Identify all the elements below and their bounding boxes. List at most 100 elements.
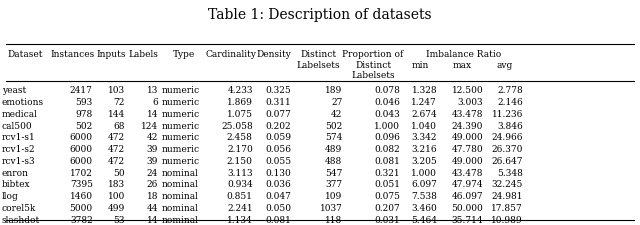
Text: Distinct: Distinct [355,61,391,70]
Text: 44: 44 [147,203,158,212]
Text: 978: 978 [76,109,93,118]
Text: 47.780: 47.780 [452,144,483,153]
Text: 3782: 3782 [70,215,93,224]
Text: 0.051: 0.051 [374,180,400,189]
Text: 0.081: 0.081 [374,156,400,165]
Text: 17.857: 17.857 [491,203,523,212]
Text: 47.974: 47.974 [452,180,483,189]
Text: 6000: 6000 [70,133,93,142]
Text: 3.342: 3.342 [412,133,437,142]
Text: numeric: numeric [162,133,200,142]
Text: 7395: 7395 [70,180,93,189]
Text: 12.500: 12.500 [452,86,483,95]
Text: corel5k: corel5k [2,203,36,212]
Text: 18: 18 [147,191,158,200]
Text: 0.075: 0.075 [374,191,400,200]
Text: 124: 124 [141,121,158,130]
Text: 547: 547 [325,168,342,177]
Text: numeric: numeric [162,109,200,118]
Text: Labelsets: Labelsets [351,71,395,80]
Text: 50: 50 [113,168,125,177]
Text: 472: 472 [108,133,125,142]
Text: 118: 118 [325,215,342,224]
Text: 0.043: 0.043 [374,109,400,118]
Text: emotions: emotions [2,98,44,107]
Text: 26.370: 26.370 [492,144,523,153]
Text: 183: 183 [108,180,125,189]
Text: max: max [452,61,472,70]
Text: numeric: numeric [162,144,200,153]
Text: 43.478: 43.478 [452,168,483,177]
Text: 0.056: 0.056 [265,144,291,153]
Text: Proportion of: Proportion of [342,50,404,58]
Text: 39: 39 [147,144,158,153]
Text: 42: 42 [147,133,158,142]
Text: 0.311: 0.311 [266,98,291,107]
Text: nominal: nominal [162,168,199,177]
Text: Density: Density [257,50,291,58]
Text: 488: 488 [325,156,342,165]
Text: 3.460: 3.460 [412,203,437,212]
Text: 103: 103 [108,86,125,95]
Text: 0.077: 0.077 [266,109,291,118]
Text: Labelsets: Labelsets [297,61,340,70]
Text: 0.081: 0.081 [266,215,291,224]
Text: 1.000: 1.000 [412,168,437,177]
Text: 3.113: 3.113 [227,168,253,177]
Text: 0.082: 0.082 [374,144,400,153]
Text: 24.966: 24.966 [492,133,523,142]
Text: 25.058: 25.058 [221,121,253,130]
Text: 472: 472 [108,156,125,165]
Text: 6000: 6000 [70,144,93,153]
Text: Inputs: Inputs [96,50,125,58]
Text: 0.036: 0.036 [266,180,291,189]
Text: 144: 144 [108,109,125,118]
Text: Cardinality: Cardinality [206,50,257,58]
Text: 72: 72 [113,98,125,107]
Text: 499: 499 [108,203,125,212]
Text: 593: 593 [76,98,93,107]
Text: 10.989: 10.989 [492,215,523,224]
Text: 32.245: 32.245 [492,180,523,189]
Text: 2.458: 2.458 [227,133,253,142]
Text: 14: 14 [147,109,158,118]
Text: nominal: nominal [162,203,199,212]
Text: rcv1-s2: rcv1-s2 [2,144,36,153]
Text: 39: 39 [147,156,158,165]
Text: 1.869: 1.869 [227,98,253,107]
Text: 189: 189 [325,86,342,95]
Text: slashdot: slashdot [2,215,40,224]
Text: 53: 53 [113,215,125,224]
Text: 2.674: 2.674 [412,109,437,118]
Text: 489: 489 [325,144,342,153]
Text: 472: 472 [108,144,125,153]
Text: 0.321: 0.321 [374,168,400,177]
Text: 1.040: 1.040 [412,121,437,130]
Text: 0.050: 0.050 [265,203,291,212]
Text: 109: 109 [325,191,342,200]
Text: 0.096: 0.096 [374,133,400,142]
Text: 6: 6 [152,98,158,107]
Text: 3.003: 3.003 [458,98,483,107]
Text: rcv1-s3: rcv1-s3 [2,156,36,165]
Text: Table 1: Description of datasets: Table 1: Description of datasets [208,8,432,22]
Text: 43.478: 43.478 [452,109,483,118]
Text: Labels: Labels [129,50,158,58]
Text: 0.130: 0.130 [266,168,291,177]
Text: 11.236: 11.236 [492,109,523,118]
Text: 0.202: 0.202 [266,121,291,130]
Text: 13: 13 [147,86,158,95]
Text: medical: medical [2,109,38,118]
Text: 2.241: 2.241 [227,203,253,212]
Text: 46.097: 46.097 [452,191,483,200]
Text: 4.233: 4.233 [227,86,253,95]
Text: 1.000: 1.000 [374,121,400,130]
Text: numeric: numeric [162,121,200,130]
Text: 26.647: 26.647 [492,156,523,165]
Text: 0.059: 0.059 [265,133,291,142]
Text: 1460: 1460 [70,191,93,200]
Text: 1.328: 1.328 [412,86,437,95]
Text: 502: 502 [76,121,93,130]
Text: 2.778: 2.778 [497,86,523,95]
Text: 0.325: 0.325 [266,86,291,95]
